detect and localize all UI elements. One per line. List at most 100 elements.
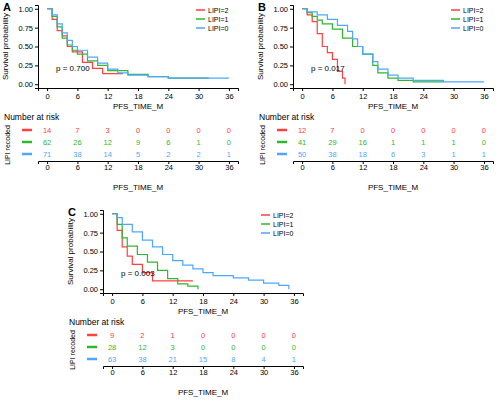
x-tick-mark <box>199 88 200 91</box>
risk-x-axis: 061218243036 <box>39 161 239 172</box>
panel: B0612182430360.000.250.500.751.00PFS_TIM… <box>256 1 494 192</box>
y-tick: 0.00 <box>18 80 38 89</box>
risk-x-tick: 12 <box>169 366 177 377</box>
legend: LIPI=2LIPI=1LIPI=0 <box>451 7 484 32</box>
risk-x-tick: 24 <box>165 161 173 172</box>
y-tick-label: 0.00 <box>273 80 288 89</box>
risk-x-tick: 36 <box>225 161 233 172</box>
risk-table-ylabel: LIPI recoded <box>69 330 76 370</box>
risk-count: 0 <box>231 343 235 352</box>
x-tick: 0 <box>46 88 50 101</box>
risk-count: 1 <box>292 355 296 364</box>
legend-label: LIPI=1 <box>273 221 294 228</box>
km-curve <box>302 9 443 82</box>
plot-area <box>302 9 484 84</box>
risk-x-tick-label: 18 <box>389 163 397 172</box>
risk-count: 0 <box>197 126 201 135</box>
x-tick-mark <box>138 88 139 91</box>
risk-x-tick-label: 24 <box>230 368 238 377</box>
x-tick-mark <box>363 88 364 91</box>
y-axis-title: Survival probability <box>1 13 10 80</box>
x-tick: 18 <box>134 88 142 101</box>
legend-key <box>261 223 270 225</box>
risk-count: 41 <box>298 138 306 147</box>
risk-x-tick: 18 <box>389 161 397 172</box>
x-axis: 061218243036 <box>294 88 494 101</box>
risk-table-title: Number at risk <box>4 112 60 122</box>
plot-area <box>47 9 229 78</box>
risk-x-tick-label: 0 <box>111 368 115 377</box>
y-tick-label: 0.25 <box>83 266 98 275</box>
risk-x-axis: 061218243036 <box>104 366 304 377</box>
y-tick-label: 0.75 <box>273 24 288 33</box>
x-tick-mark <box>203 293 204 296</box>
risk-x-axis-title: PFS_TIME_M <box>113 183 164 192</box>
risk-x-tick: 30 <box>260 366 268 377</box>
risk-x-tick-label: 12 <box>169 368 177 377</box>
risk-x-tick-label: 0 <box>46 163 50 172</box>
risk-x-tick: 12 <box>104 161 112 172</box>
y-tick-label: 1.00 <box>83 210 98 219</box>
x-tick: 18 <box>199 293 207 306</box>
annotation: p = 0.700 <box>56 64 90 73</box>
risk-count: 2 <box>140 331 144 340</box>
x-axis-line <box>294 89 494 92</box>
legend-label: LIPI=0 <box>463 25 484 32</box>
risk-x-tick-label: 36 <box>290 368 298 377</box>
risk-count: 12 <box>138 343 146 352</box>
y-axis-line <box>35 6 39 89</box>
x-tick-label: 18 <box>134 92 142 101</box>
risk-row-key <box>87 358 97 361</box>
risk-count: 3 <box>421 150 425 159</box>
risk-count: 1 <box>421 138 425 147</box>
y-tick-mark <box>100 252 103 253</box>
x-tick: 0 <box>111 293 115 306</box>
risk-count: 4 <box>262 355 266 364</box>
risk-x-tick: 6 <box>141 366 145 377</box>
panel: C0612182430360.000.250.500.751.00PFS_TIM… <box>66 206 304 397</box>
panel-title: A <box>3 1 11 13</box>
risk-x-tick: 0 <box>301 161 305 172</box>
legend-label: LIPI=0 <box>208 25 229 32</box>
y-tick-label: 0.50 <box>83 247 98 256</box>
y-tick-mark <box>35 47 38 48</box>
risk-count: 14 <box>43 126 51 135</box>
x-tick-mark <box>229 88 230 91</box>
figure: A0612182430360.000.250.500.751.00PFS_TIM… <box>0 0 500 405</box>
legend-key <box>451 9 460 11</box>
y-tick-label: 0.00 <box>83 285 98 294</box>
legend: LIPI=2LIPI=1LIPI=0 <box>196 7 229 32</box>
x-tick-mark <box>302 88 303 91</box>
risk-table: Number at risk14730000622612961071381452… <box>4 112 239 192</box>
risk-x-axis-title: PFS_TIME_M <box>368 183 419 192</box>
y-tick-mark <box>100 214 103 215</box>
risk-count: 0 <box>361 126 365 135</box>
legend: LIPI=2LIPI=1LIPI=0 <box>261 212 294 237</box>
y-tick: 0.75 <box>273 24 293 33</box>
legend-label: LIPI=2 <box>208 7 229 14</box>
y-tick-mark <box>290 47 293 48</box>
km-curve <box>302 9 345 84</box>
risk-count: 63 <box>108 355 116 364</box>
y-tick-label: 0.50 <box>273 42 288 51</box>
legend-label: LIPI=2 <box>273 212 294 219</box>
x-tick: 36 <box>480 88 488 101</box>
risk-count: 16 <box>359 138 367 147</box>
x-tick-mark <box>454 88 455 91</box>
risk-x-axis-title: PFS_TIME_M <box>178 388 229 397</box>
y-tick: 1.00 <box>18 5 38 14</box>
x-tick-label: 24 <box>230 297 238 306</box>
risk-count: 0 <box>292 343 296 352</box>
x-tick: 36 <box>225 88 233 101</box>
risk-count: 71 <box>43 150 51 159</box>
y-tick-label: 0.25 <box>273 61 288 70</box>
risk-x-tick-label: 30 <box>260 368 268 377</box>
risk-count: 0 <box>166 126 170 135</box>
y-axis-line <box>290 6 294 89</box>
y-axis-title: Survival probability <box>66 218 75 285</box>
risk-x-tick-label: 0 <box>301 163 305 172</box>
risk-x-tick-label: 6 <box>141 368 145 377</box>
km-curve <box>112 214 198 289</box>
risk-count: 0 <box>391 126 395 135</box>
annotation: p = 0.003 <box>121 269 155 278</box>
